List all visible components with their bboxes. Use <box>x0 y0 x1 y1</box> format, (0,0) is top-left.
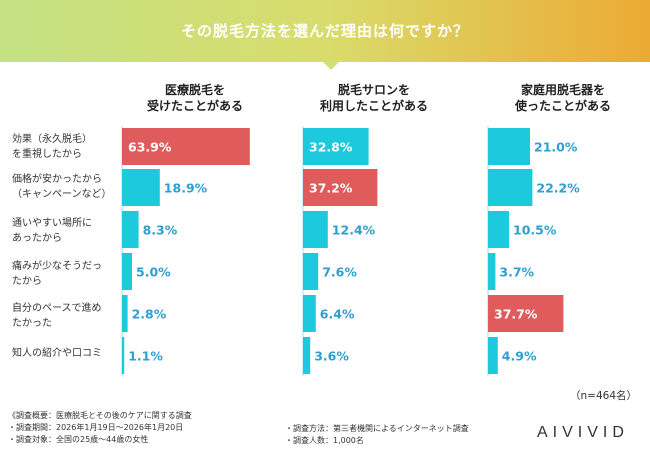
bar <box>303 128 369 165</box>
data-label: 1.1% <box>128 349 163 364</box>
row-label-line: 痛みが少なそうだっ <box>12 261 102 272</box>
row-label-line: 知人の紹介や口コミ <box>12 348 102 359</box>
row-label-pain: 痛みが少なそうだっ たから <box>12 259 122 289</box>
row-label-referral: 知人の紹介や口コミ <box>12 346 122 361</box>
title-banner <box>0 0 650 62</box>
data-label: 2.8% <box>132 307 167 322</box>
bar <box>488 253 496 290</box>
row-label-line: 自分のペースで進め <box>12 303 102 314</box>
row-label-line: 効果（永久脱毛） <box>12 134 92 145</box>
bar <box>122 128 250 165</box>
survey-overview-line: 《調査概要：医療脱毛とその後のケアに関する調査 <box>8 411 192 420</box>
bar <box>303 253 319 290</box>
bar <box>122 295 128 332</box>
row-label-line: （キャンペーンなど） <box>12 189 112 200</box>
survey-period: ・調査期間：2026年1月19日～2026年1月20日 <box>8 423 184 432</box>
data-label: 37.7% <box>494 307 538 322</box>
bar <box>303 169 378 206</box>
row-label-price: 価格が安かったから （キャンペーンなど） <box>12 172 122 202</box>
data-label: 63.9% <box>128 140 172 155</box>
bar <box>488 128 530 165</box>
row-label-location: 通いやすい場所に あったから <box>12 216 122 246</box>
bar <box>122 337 125 374</box>
data-label: 22.2% <box>536 181 580 196</box>
data-label: 3.7% <box>499 265 534 280</box>
data-label: 12.4% <box>332 223 376 238</box>
survey-count: ・調査人数：1,000名 <box>285 436 364 445</box>
row-label-line: を重視したから <box>12 149 82 160</box>
bar <box>303 211 328 248</box>
row-label-own-pace: 自分のペースで進め たかった <box>12 301 122 331</box>
row-label-line: あったから <box>12 233 62 244</box>
bar <box>488 337 498 374</box>
row-label-line: たかった <box>12 318 52 329</box>
row-label-line: 価格が安かったから <box>12 174 102 185</box>
bar <box>488 211 509 248</box>
data-label: 4.9% <box>502 349 537 364</box>
column-header-home-device: 家庭用脱毛器を 使ったことがある <box>478 82 648 114</box>
survey-target: ・調査対象：全国の25歳～44歳の女性 <box>8 435 149 444</box>
chart-title: その脱毛方法を選んだ理由は何ですか？ <box>180 22 469 40</box>
bar <box>122 169 160 206</box>
column-header-salon: 脱毛サロンを 利用したことがある <box>289 82 459 114</box>
bar <box>303 337 311 374</box>
data-label: 6.4% <box>320 307 355 322</box>
bar <box>488 295 564 332</box>
data-label: 3.6% <box>314 349 349 364</box>
column-header-line: 受けたことがある <box>146 99 243 113</box>
data-label: 21.0% <box>534 140 578 155</box>
sample-size-label: （n=464名） <box>570 390 637 402</box>
brand-logo: AIVIVID <box>537 424 629 441</box>
bar <box>122 211 139 248</box>
data-label: 7.6% <box>322 265 357 280</box>
survey-method: ・調査方法：第三者機関によるインターネット調査 <box>285 424 469 433</box>
banner-pointer <box>322 61 340 70</box>
column-header-line: 医療脱毛を <box>164 83 225 97</box>
row-label-line: たから <box>12 276 42 287</box>
data-label: 37.2% <box>309 181 353 196</box>
bar <box>122 253 132 290</box>
row-label-effect: 効果（永久脱毛） を重視したから <box>12 132 122 162</box>
data-label: 10.5% <box>513 223 557 238</box>
data-label: 18.9% <box>164 181 208 196</box>
survey-method-block: ・調査方法：第三者機関によるインターネット調査 ・調査人数：1,000名 <box>285 423 469 447</box>
row-label-line: 通いやすい場所に <box>12 218 92 229</box>
column-header-medical: 医療脱毛を 受けたことがある <box>110 82 280 114</box>
bar <box>303 295 316 332</box>
survey-overview: 《調査概要：医療脱毛とその後のケアに関する調査 ・調査期間：2026年1月19日… <box>8 410 192 446</box>
column-header-line: 脱毛サロンを <box>337 83 410 97</box>
data-label: 32.8% <box>309 140 353 155</box>
data-label: 8.3% <box>143 223 178 238</box>
bar <box>488 169 533 206</box>
column-header-line: 利用したことがある <box>319 99 428 113</box>
column-header-line: 家庭用脱毛器を <box>520 83 605 97</box>
column-header-line: 使ったことがある <box>514 99 611 113</box>
data-label: 5.0% <box>136 265 171 280</box>
